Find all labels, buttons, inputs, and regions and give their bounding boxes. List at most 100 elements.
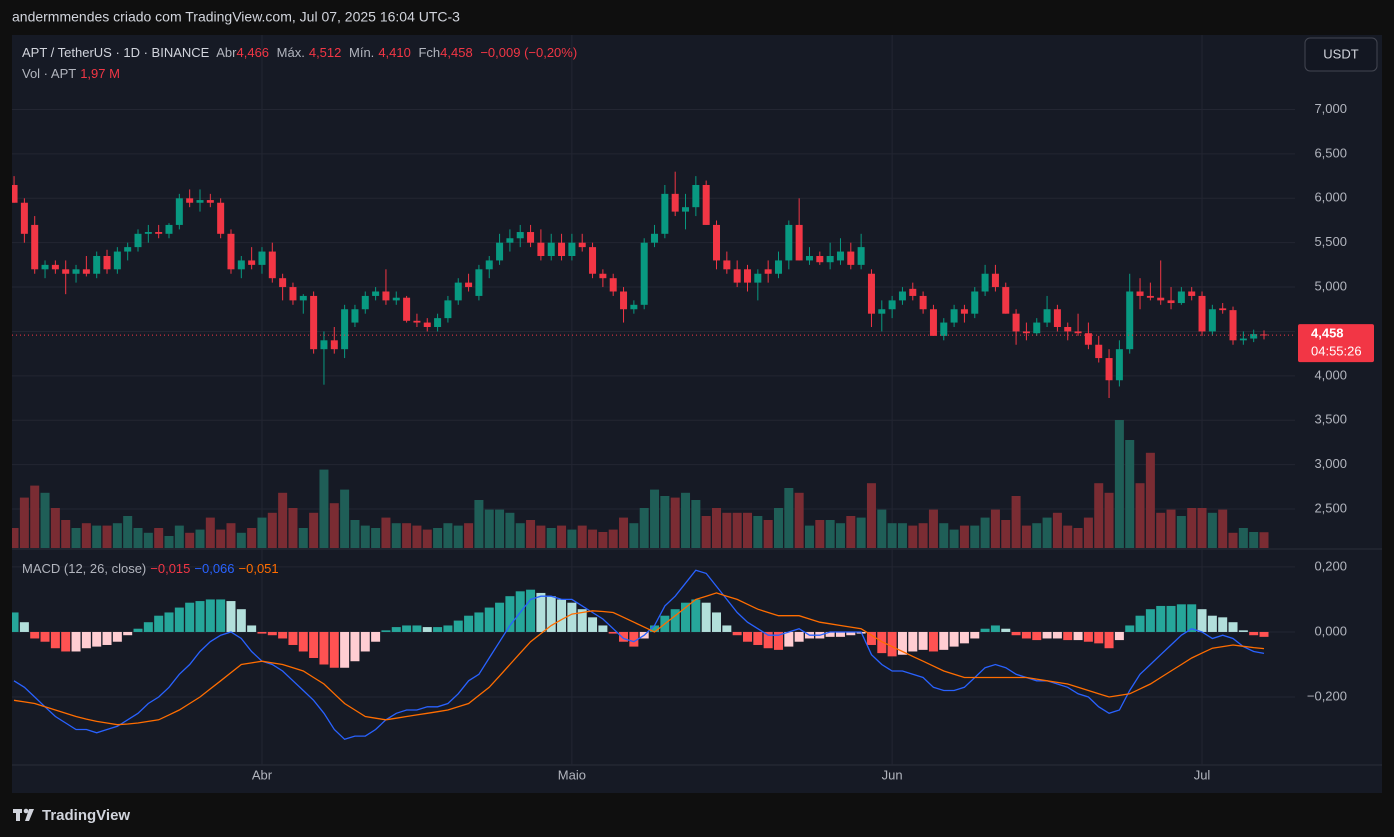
currency-button[interactable] [1304, 37, 1378, 72]
volume-bar [650, 489, 660, 548]
macd-histogram-bar [247, 625, 257, 632]
candle-body [599, 273, 607, 279]
candle-body [93, 255, 101, 274]
candle-body [1095, 344, 1103, 359]
volume-bar [712, 508, 722, 548]
macd-histogram-bar [340, 631, 350, 668]
change: −0,009 (−0,20%) [480, 45, 578, 60]
candle-body [103, 255, 111, 270]
candle-body [155, 232, 163, 234]
macd-histogram-bar [753, 631, 763, 645]
macd-histogram-bar [30, 631, 40, 639]
candle-body [826, 255, 834, 263]
macd-histogram-bar [1259, 631, 1269, 637]
volume-bar [1032, 523, 1042, 548]
macd-histogram-bar [288, 631, 298, 645]
candle-body [196, 200, 204, 203]
volume-bar [877, 509, 887, 548]
candle-body [1146, 295, 1154, 298]
macd-line [13, 569, 1265, 741]
macd-histogram-bar [1166, 605, 1176, 632]
macd-histogram-bar [784, 631, 794, 647]
candle-body [909, 288, 917, 296]
candle-body [1250, 334, 1258, 339]
macd-histogram-bar [722, 625, 732, 632]
volume-legend: Vol · APT 1,97 M [22, 66, 124, 81]
candle-body [361, 295, 369, 310]
candle-body [774, 260, 782, 274]
macd-histogram-bar [350, 631, 360, 662]
candle-body [516, 232, 524, 239]
volume-bar [959, 525, 969, 548]
volume-bar [1166, 509, 1176, 548]
candle-body [1157, 297, 1165, 301]
volume-bar [1001, 520, 1011, 548]
macd-histogram-bar [1156, 605, 1166, 632]
currency[interactable]: USDT [1323, 46, 1358, 61]
volume-bar [505, 512, 515, 548]
macd-histogram-bar [908, 631, 918, 652]
macd-histogram-bar [1125, 625, 1135, 632]
candle-body [609, 278, 617, 292]
macd-histogram-bar [970, 631, 980, 639]
symbol: APT / TetherUS · 1D · BINANCE [22, 45, 210, 60]
volume-bar [278, 492, 288, 548]
volume-bar [897, 523, 907, 548]
macd-histogram-bar [629, 631, 639, 647]
macd-histogram-bar [577, 609, 587, 632]
volume-bar [1011, 496, 1021, 548]
candle-body [713, 224, 721, 261]
volume-bar [92, 525, 102, 548]
candle-body [268, 251, 276, 279]
macd-histogram-bar [1052, 631, 1062, 639]
volume-bar [422, 529, 432, 548]
value: −0,066 [194, 561, 235, 576]
logo-text: TradingView [42, 807, 130, 824]
candle-body [1219, 308, 1227, 311]
volume-bar [1197, 508, 1207, 548]
volume-bar [40, 492, 50, 548]
candle-body [310, 295, 318, 350]
candle-body [754, 273, 762, 283]
volume-bar [433, 528, 443, 548]
volume-bar [1135, 483, 1145, 548]
volume-bar [1021, 525, 1031, 548]
candle-body [165, 224, 173, 234]
candle-body [816, 255, 824, 263]
candle-body [878, 309, 886, 314]
candle-body [1167, 300, 1175, 304]
macd-histogram-bar [133, 628, 143, 632]
macd-histogram-bar [12, 612, 19, 632]
macd-histogram-bar [50, 631, 60, 649]
y-tick-label: 0,200 [1314, 558, 1347, 573]
macd-histogram-bar [619, 631, 629, 642]
macd-histogram-bar [154, 615, 164, 632]
volume-bar [629, 523, 639, 548]
candle-body [857, 247, 865, 265]
macd-histogram-bar [226, 601, 236, 632]
macd-histogram-bar [1228, 622, 1238, 632]
candle-body [175, 198, 183, 225]
candle-body [795, 224, 803, 261]
candle-body [206, 200, 214, 203]
candle-body [330, 340, 338, 350]
volume-bar [288, 508, 298, 548]
volume-bar [371, 528, 381, 548]
macd-histogram-bar [835, 631, 845, 637]
volume-bar [639, 508, 649, 548]
macd-histogram-bar [846, 631, 856, 636]
y-tick-label: 6,000 [1314, 190, 1347, 205]
macd-histogram-bar [825, 631, 835, 637]
volume-bar [835, 523, 845, 548]
volume-bar [1156, 512, 1166, 548]
candle-body [475, 269, 483, 296]
macd-histogram-bar [371, 631, 381, 642]
macd-histogram-bar [1145, 609, 1155, 632]
macd-histogram-bar [887, 631, 897, 657]
value: −0,051 [238, 561, 279, 576]
macd-histogram-bar [1063, 631, 1073, 641]
volume-bar [267, 512, 277, 548]
volume-bar [546, 528, 556, 548]
macd-histogram-bar [712, 612, 722, 632]
